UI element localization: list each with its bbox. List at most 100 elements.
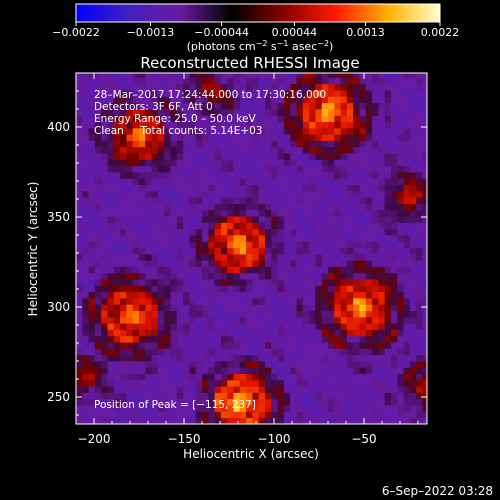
heatmap-cell — [334, 373, 341, 381]
heatmap-cell — [384, 83, 392, 91]
heatmap-cell — [220, 203, 228, 211]
heatmap-cell — [315, 127, 323, 135]
heatmap-cell — [265, 279, 272, 286]
heatmap-cell — [139, 367, 146, 374]
heatmap-cell — [422, 241, 427, 248]
heatmap-cell — [365, 348, 373, 356]
heatmap-cell — [214, 279, 222, 286]
heatmap-cell — [359, 140, 367, 148]
heatmap-cell — [157, 266, 165, 274]
heatmap-cell — [334, 266, 341, 274]
heatmap-cell — [202, 235, 209, 242]
heatmap-cell — [246, 373, 253, 381]
heatmap-cell — [265, 392, 272, 400]
heatmap-cell — [391, 197, 398, 204]
heatmap-cell — [195, 348, 203, 356]
heatmap-cell — [302, 367, 310, 374]
heatmap-cell — [346, 361, 354, 368]
heatmap-cell — [365, 235, 373, 242]
heatmap-cell — [220, 304, 228, 311]
heatmap-cell — [391, 235, 398, 242]
heatmap-cell — [145, 209, 152, 217]
heatmap-cell — [296, 348, 304, 356]
heatmap-cell — [378, 304, 386, 311]
heatmap-cell — [139, 209, 146, 217]
heatmap-cell — [151, 153, 159, 160]
heatmap-cell — [271, 405, 278, 412]
heatmap-cell — [277, 298, 285, 305]
heatmap-cell — [76, 398, 83, 406]
heatmap-cell — [422, 354, 427, 362]
heatmap-cell — [202, 83, 209, 91]
heatmap-cell — [183, 379, 190, 387]
heatmap-cell — [76, 405, 83, 412]
heatmap-cell — [346, 291, 354, 299]
heatmap-cell — [233, 73, 241, 78]
heatmap-cell — [403, 348, 411, 356]
heatmap-cell — [334, 241, 341, 248]
heatmap-cell — [422, 417, 427, 424]
heatmap-cell — [277, 367, 285, 374]
heatmap-cell — [328, 285, 335, 293]
heatmap-cell — [82, 417, 89, 424]
heatmap-cell — [409, 159, 417, 167]
heatmap-cell — [252, 298, 260, 305]
heatmap-cell — [372, 190, 379, 198]
heatmap-cell — [321, 203, 329, 211]
heatmap-cell — [397, 90, 404, 97]
heatmap-cell — [239, 159, 247, 167]
heatmap-cell — [120, 209, 127, 217]
heatmap-cell — [82, 146, 89, 154]
heatmap-cell — [183, 165, 190, 173]
heatmap-cell — [82, 121, 89, 129]
heatmap-cell — [227, 235, 234, 242]
heatmap-cell — [321, 354, 329, 362]
heatmap-cell — [202, 172, 209, 179]
heatmap-cell — [139, 109, 146, 116]
heatmap-cell — [271, 310, 278, 318]
heatmap-cell — [378, 285, 386, 293]
heatmap-cell — [82, 127, 89, 135]
heatmap-cell — [372, 348, 379, 356]
heatmap-cell — [296, 159, 304, 167]
heatmap-cell — [296, 209, 304, 217]
heatmap-cell — [76, 172, 83, 179]
heatmap-cell — [315, 77, 323, 85]
heatmap-cell — [416, 178, 423, 185]
heatmap-cell — [422, 373, 427, 381]
heatmap-cell — [233, 386, 241, 393]
heatmap-cell — [151, 146, 159, 154]
heatmap-cell — [145, 184, 152, 192]
heatmap-cell — [132, 140, 140, 148]
heatmap-cell — [372, 386, 379, 393]
heatmap-cell — [164, 77, 171, 85]
heatmap-cell — [170, 398, 178, 406]
heatmap-cell — [391, 298, 398, 305]
heatmap-cell — [315, 253, 323, 261]
heatmap-cell — [409, 190, 417, 198]
heatmap-cell — [346, 241, 354, 248]
heatmap-cell — [170, 102, 178, 110]
heatmap-cell — [391, 291, 398, 299]
heatmap-cell — [340, 335, 348, 343]
heatmap-cell — [277, 197, 285, 204]
heatmap-cell — [334, 367, 341, 374]
heatmap-cell — [101, 222, 108, 230]
heatmap-cell — [202, 146, 209, 154]
heatmap-cell — [239, 398, 247, 406]
heatmap-cell — [258, 247, 266, 255]
heatmap-cell — [189, 228, 197, 236]
heatmap-cell — [277, 405, 285, 412]
heatmap-cell — [296, 190, 304, 198]
heatmap-cell — [113, 140, 121, 148]
heatmap-cell — [258, 348, 266, 356]
heatmap-cell — [82, 335, 89, 343]
heatmap-cell — [107, 115, 115, 122]
heatmap-cell — [346, 247, 354, 255]
heatmap-cell — [372, 241, 379, 248]
heatmap-cell — [82, 298, 89, 305]
heatmap-cell — [239, 153, 247, 160]
heatmap-cell — [151, 134, 159, 141]
heatmap-cell — [265, 216, 272, 223]
heatmap-cell — [151, 203, 159, 211]
